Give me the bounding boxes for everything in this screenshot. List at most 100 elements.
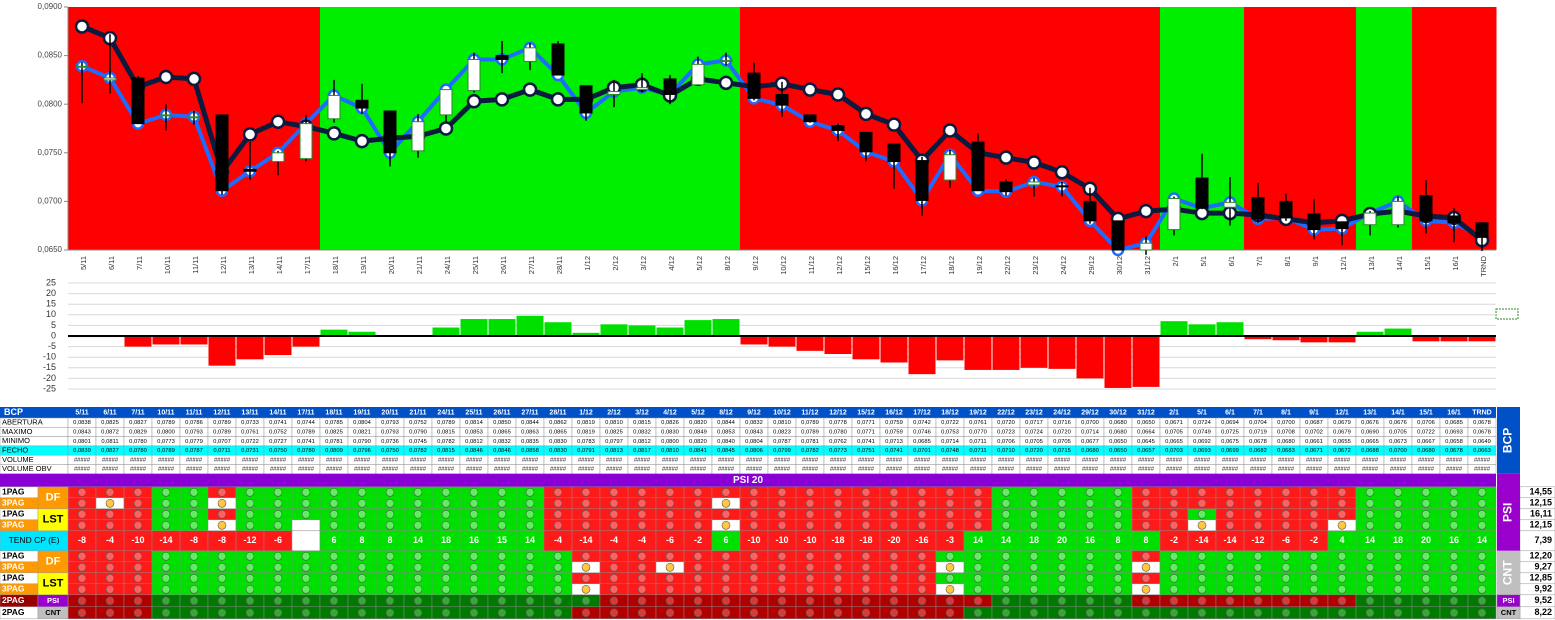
table-cell-text: 0,0705 [1025, 439, 1043, 445]
signal-dot [721, 520, 731, 530]
signal-dot [525, 509, 535, 519]
signal-dot [861, 584, 871, 594]
trend-value: 15 [497, 535, 507, 545]
signal-dot [721, 573, 731, 583]
signal-dot [301, 498, 311, 508]
signal-dot [1477, 596, 1487, 606]
signal-dot [609, 562, 619, 572]
line-marker [1138, 203, 1154, 219]
signal-dot [1449, 509, 1459, 519]
signal-dot [133, 498, 143, 508]
x-tick-label: 16/12 [891, 256, 900, 275]
row-value: 12,15 [1529, 498, 1552, 508]
signal-dot [413, 509, 423, 519]
trend-value: -2 [1310, 535, 1318, 545]
x-tick-label: 10/12 [779, 256, 788, 275]
x-tick-label: 22/12 [1003, 256, 1012, 275]
line-marker [494, 92, 510, 107]
bar [208, 336, 236, 366]
signal-dot [945, 608, 955, 618]
signal-dot [1141, 562, 1151, 572]
signal-dot [609, 509, 619, 519]
signal-dot [385, 562, 395, 572]
candle-body [1363, 212, 1377, 226]
signal-dot [1057, 596, 1067, 606]
table-cell-text: 0,0771 [857, 429, 875, 435]
table-cell-text: 0,0858 [521, 448, 539, 454]
table-cell-text: ##### [1194, 457, 1211, 463]
signal-dot [245, 487, 255, 497]
column-header: 15/12 [857, 409, 875, 416]
signal-dot [161, 487, 171, 497]
table-cell-text: 0,0771 [857, 420, 875, 426]
column-header: 3/12 [635, 409, 649, 416]
table-cell-text: 0,0780 [129, 439, 147, 445]
signal-dot [833, 608, 843, 618]
row-label: FECHO [2, 446, 28, 455]
trend-value: -10 [803, 535, 816, 545]
signal-cell [291, 519, 321, 532]
table-cell-text: 0,0645 [1137, 439, 1155, 445]
signal-dot [973, 498, 983, 508]
table-cell-text: 0,0671 [1305, 448, 1323, 454]
signal-dot [77, 551, 87, 561]
table-cell-text: 0,0685 [913, 439, 931, 445]
table-cell-text: ##### [914, 467, 931, 473]
signal-dot [525, 487, 535, 497]
column-header: 19/12 [969, 409, 987, 416]
signal-dot [1225, 596, 1235, 606]
signal-dot [1197, 596, 1207, 606]
x-tick-label: 30/12 [1115, 256, 1124, 275]
signal-dot [161, 562, 171, 572]
bar [1104, 336, 1132, 388]
table-cell-text: 0,0727 [269, 439, 287, 445]
signal-dot [553, 608, 563, 618]
signal-dot [329, 562, 339, 572]
table-cell-text: ##### [1194, 467, 1211, 473]
signal-dot [441, 498, 451, 508]
signal-dot [245, 596, 255, 606]
signal-dot [217, 498, 227, 508]
table-cell-text: 0,0830 [549, 439, 567, 445]
row-value: 9,92 [1534, 584, 1552, 594]
signal-dot [1449, 551, 1459, 561]
table-cell-text: 0,0687 [1305, 420, 1323, 426]
table-cell-text: ##### [270, 457, 287, 463]
line-marker [270, 114, 286, 129]
column-header: 17/11 [297, 409, 314, 416]
table-cell-text: ##### [1222, 467, 1239, 473]
signal-dot [385, 596, 395, 606]
table-cell-text: ##### [1082, 457, 1099, 463]
trend-value: -10 [775, 535, 788, 545]
column-header: 5/11 [75, 409, 88, 416]
trend-band [852, 7, 881, 250]
bar [1384, 328, 1412, 336]
table-cell-text: 0,0714 [941, 439, 960, 445]
table-cell-text: 0,0759 [885, 429, 903, 435]
table-cell-text: 0,0846 [465, 448, 483, 454]
trend-value: 20 [1421, 535, 1431, 545]
table-cell-text: 0,0683 [1277, 448, 1295, 454]
signal-dot [581, 551, 591, 561]
table-cell-text: 0,0759 [885, 420, 903, 426]
signal-dot [1365, 596, 1375, 606]
table-cell-text: ##### [942, 457, 959, 463]
signal-dot [749, 551, 759, 561]
column-header: 16/12 [885, 409, 903, 416]
signal-dot [1085, 608, 1095, 618]
side-tag-text: PSI [1502, 596, 1514, 605]
signal-dot [609, 584, 619, 594]
table-cell-text: 0,0817 [633, 448, 651, 454]
y-tick-label: 0,0900 [38, 2, 63, 11]
signal-dot [637, 573, 647, 583]
bar [908, 336, 936, 375]
signal-dot [329, 498, 339, 508]
line-marker [942, 123, 958, 138]
signal-dot [469, 608, 479, 618]
signal-dot [385, 487, 395, 497]
table-cell-text: ##### [1054, 457, 1071, 463]
signal-dot [77, 498, 87, 508]
signal-dot [637, 608, 647, 618]
table-cell-text: 0,0825 [605, 429, 623, 435]
table-cell-text: 0,0746 [913, 429, 931, 435]
